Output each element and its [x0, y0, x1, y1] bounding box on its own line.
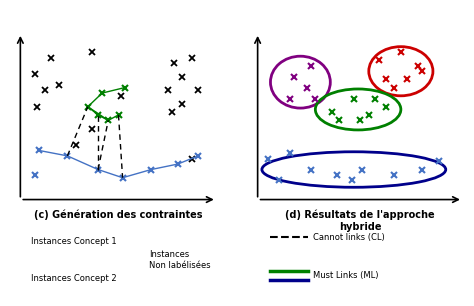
Text: Instances
Non labélisées: Instances Non labélisées: [149, 250, 211, 270]
Text: Must Links (ML): Must Links (ML): [313, 271, 378, 280]
Text: Cannot links (CL): Cannot links (CL): [313, 233, 384, 242]
Text: Instances Concept 1: Instances Concept 1: [31, 237, 117, 246]
Text: (c) Génération des contraintes: (c) Génération des contraintes: [34, 210, 203, 220]
Text: (d) Résultats de l'approche
hybride: (d) Résultats de l'approche hybride: [285, 210, 435, 232]
Text: Instances Concept 2: Instances Concept 2: [31, 274, 117, 283]
